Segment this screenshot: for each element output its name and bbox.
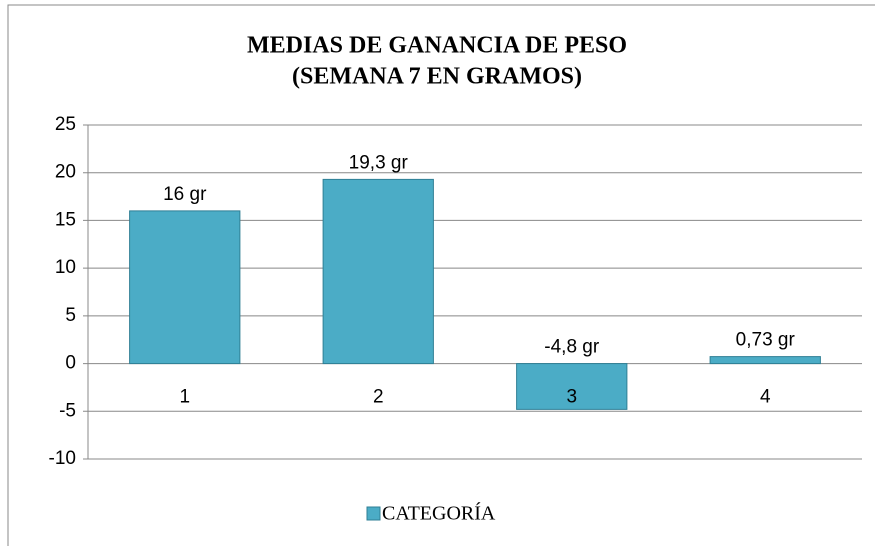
y-tick-label: 20 xyxy=(55,162,76,183)
x-tick-label: 1 xyxy=(179,387,190,408)
data-label: 19,3 gr xyxy=(349,152,409,173)
y-tick-label: 25 xyxy=(55,114,76,135)
bar xyxy=(322,178,434,365)
bar xyxy=(516,363,628,410)
data-label: -4,8 gr xyxy=(544,337,600,358)
x-tick-label: 3 xyxy=(566,387,577,408)
y-tick-label: -10 xyxy=(49,448,76,469)
data-label: 0,73 gr xyxy=(736,330,796,351)
x-tick-label: 4 xyxy=(760,387,771,408)
data-label: 16 gr xyxy=(163,184,207,205)
chart-title: MEDIAS DE GANANCIA DE PESO xyxy=(247,33,627,59)
y-tick-label: 0 xyxy=(65,353,76,374)
y-tick-label: 15 xyxy=(55,209,76,230)
legend-swatch xyxy=(366,506,381,521)
y-tick-label: -5 xyxy=(59,400,76,421)
legend-label: CATEGORÍA xyxy=(382,502,496,525)
chart-title: (SEMANA 7 EN GRAMOS) xyxy=(292,64,582,90)
x-tick-label: 2 xyxy=(373,387,384,408)
y-tick-label: 10 xyxy=(55,257,76,278)
y-tick-label: 5 xyxy=(65,305,76,326)
bar xyxy=(709,356,821,365)
bar xyxy=(129,210,241,365)
